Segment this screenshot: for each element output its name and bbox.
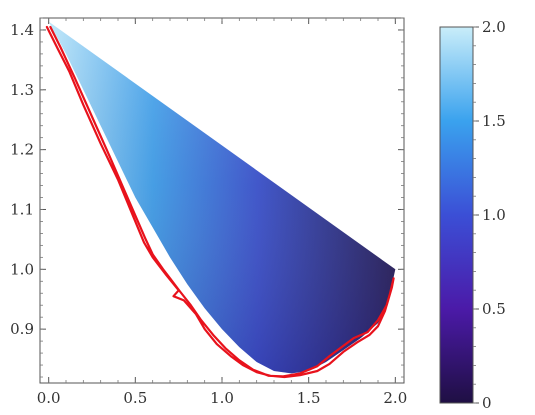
colorbar-tick-label: 1.0 — [482, 206, 506, 224]
colorbar-ticks: 0 0.5 1.0 1.5 2.0 — [473, 18, 506, 412]
y-tick-label: 1.2 — [10, 141, 34, 159]
y-tick-label: 1.1 — [10, 200, 34, 218]
x-tick-label: 0.0 — [37, 389, 61, 407]
x-axis: 0.0 0.5 1.0 1.5 2.0 — [37, 18, 407, 407]
y-tick-label: 1.3 — [10, 81, 34, 99]
x-tick-label: 1.0 — [210, 389, 234, 407]
colorbar: 0 0.5 1.0 1.5 2.0 — [439, 18, 506, 412]
y-axis: 0.9 1.0 1.1 1.2 1.3 1.4 — [10, 17, 404, 378]
x-tick-label: 0.5 — [123, 389, 147, 407]
y-tick-label: 0.9 — [10, 320, 34, 338]
colorbar-gradient — [439, 26, 474, 404]
y-tick-label: 1.0 — [10, 260, 34, 278]
colorbar-tick-label: 2.0 — [482, 18, 506, 36]
region-layer — [48, 21, 396, 374]
y-tick-label: 1.4 — [10, 21, 34, 39]
x-tick-label: 1.5 — [297, 389, 321, 407]
density-region-shading — [48, 21, 396, 374]
colorbar-tick-label: 0.5 — [482, 300, 506, 318]
colorbar-tick-label: 1.5 — [482, 112, 506, 130]
boundary-curve-0 — [45, 25, 395, 379]
curve-layer — [45, 25, 395, 379]
x-tick-label: 2.0 — [383, 389, 407, 407]
colorbar-tick-label: 0 — [482, 394, 492, 412]
